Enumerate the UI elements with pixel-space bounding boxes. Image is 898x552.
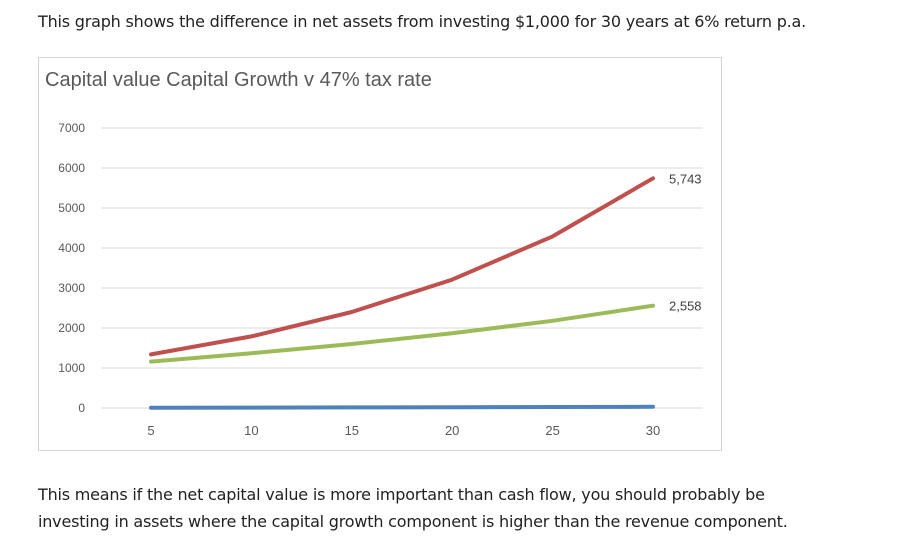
chart-title: Capital value Capital Growth v 47% tax r… — [45, 69, 432, 91]
outro-paragraph: This means if the net capital value is m… — [38, 481, 878, 535]
y-axis-ticks: 0 1000 2000 3000 4000 5000 6000 7000 — [58, 121, 85, 415]
data-point — [451, 279, 453, 281]
data-labels: 5,743 2,558 — [669, 171, 702, 313]
data-point — [652, 406, 654, 408]
data-point — [250, 335, 252, 337]
x-tick-label: 20 — [445, 423, 459, 438]
data-point — [552, 235, 554, 237]
data-point — [652, 305, 654, 307]
data-point — [351, 343, 353, 345]
data-point — [351, 406, 353, 408]
series-line-3 — [149, 404, 655, 410]
x-tick-label: 15 — [345, 423, 359, 438]
data-point — [652, 177, 654, 179]
y-tick-label: 6000 — [58, 161, 85, 175]
y-tick-label: 0 — [78, 401, 85, 415]
outro-line-1: This means if the net capital value is m… — [38, 485, 765, 504]
intro-paragraph: This graph shows the difference in net a… — [38, 12, 807, 31]
data-point — [250, 352, 252, 354]
data-point — [150, 353, 152, 355]
data-point — [552, 406, 554, 408]
data-point — [451, 332, 453, 334]
grid-lines — [101, 127, 703, 409]
line-chart: Capital value Capital Growth v 47% tax r… — [45, 69, 703, 438]
series-lines — [149, 176, 655, 410]
series-line-1 — [149, 176, 655, 357]
series-line-2 — [149, 303, 655, 364]
y-tick-label: 5000 — [58, 201, 85, 215]
x-tick-label: 10 — [244, 423, 258, 438]
y-tick-label: 1000 — [58, 361, 85, 375]
x-tick-label: 25 — [545, 423, 559, 438]
data-point — [552, 320, 554, 322]
y-tick-label: 7000 — [58, 121, 85, 135]
data-label: 5,743 — [669, 171, 702, 186]
data-label: 2,558 — [669, 299, 702, 314]
chart-container: Capital value Capital Growth v 47% tax r… — [38, 57, 722, 451]
outro-line-2: investing in assets where the capital gr… — [38, 512, 788, 531]
data-point — [451, 406, 453, 408]
data-point — [250, 407, 252, 409]
x-tick-label: 30 — [646, 423, 660, 438]
y-tick-label: 3000 — [58, 281, 85, 295]
x-tick-label: 5 — [147, 423, 154, 438]
y-tick-label: 4000 — [58, 241, 85, 255]
x-axis-ticks: 5 10 15 20 25 30 — [147, 423, 660, 438]
data-point — [150, 407, 152, 409]
data-point — [150, 361, 152, 363]
y-tick-label: 2000 — [58, 321, 85, 335]
data-point — [351, 311, 353, 313]
